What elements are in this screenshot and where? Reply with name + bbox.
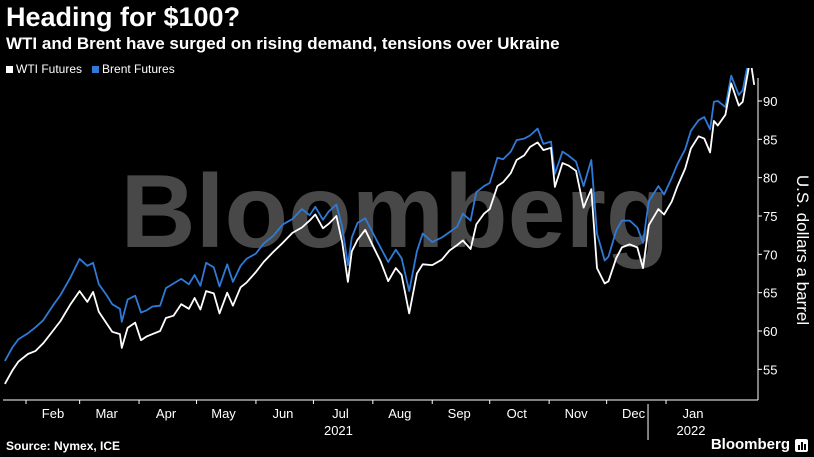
legend: WTI Futures Brent Futures [6, 62, 175, 76]
x-tick-label: Aug [388, 406, 411, 421]
axes [3, 78, 759, 401]
x-tick-label: Apr [156, 406, 177, 421]
brand-logo-text: Bloomberg [710, 436, 790, 453]
source-note: Source: Nymex, ICE [6, 439, 121, 453]
x-tick-label: Dec [622, 406, 646, 421]
x-tick-label: Nov [565, 406, 589, 421]
legend-item-wti: WTI Futures [6, 62, 82, 76]
y-tick-label: 85 [763, 132, 777, 147]
y-tick-label: 55 [763, 362, 777, 377]
y-tick-label: 75 [763, 209, 777, 224]
x-year-label: 2021 [324, 423, 353, 438]
y-axis-label: U.S. dollars a barrel [793, 175, 812, 325]
x-tick-label: Oct [507, 406, 528, 421]
x-tick-label: Sep [448, 406, 471, 421]
legend-swatch-brent [92, 65, 100, 73]
y-tick-label: 60 [763, 324, 777, 339]
legend-swatch-wti [6, 65, 13, 73]
chart-title: Heading for $100? [6, 2, 241, 32]
legend-item-brent: Brent Futures [92, 62, 175, 76]
x-tick-label: Jan [683, 406, 704, 421]
y-axis-ticks: 55 60 65 70 75 80 85 90 [758, 94, 777, 377]
x-tick-label: Mar [95, 406, 118, 421]
x-tick-label: Feb [42, 406, 64, 421]
legend-label-brent: Brent Futures [102, 62, 175, 76]
x-axis-ticks: Feb Mar Apr May Jun Jul Aug Sep Oct Nov Dec Jan 2021… [25, 400, 706, 440]
x-tick-label: Jul [332, 406, 349, 421]
series-layer [4, 68, 756, 385]
chart-subtitle: WTI and Brent have surged on rising dema… [6, 34, 560, 53]
y-tick-label: 90 [763, 94, 777, 109]
x-tick-label: Jun [272, 406, 293, 421]
legend-label-wti: WTI Futures [16, 62, 83, 76]
y-tick-label: 65 [763, 286, 777, 301]
bar-chart-icon [795, 439, 808, 452]
y-tick-label: 70 [763, 247, 777, 262]
x-tick-label: May [211, 406, 236, 421]
y-tick-label: 80 [763, 171, 777, 186]
x-year-label: 2022 [677, 423, 706, 438]
series-line-wti [4, 68, 756, 385]
series-line-brent [4, 68, 748, 362]
